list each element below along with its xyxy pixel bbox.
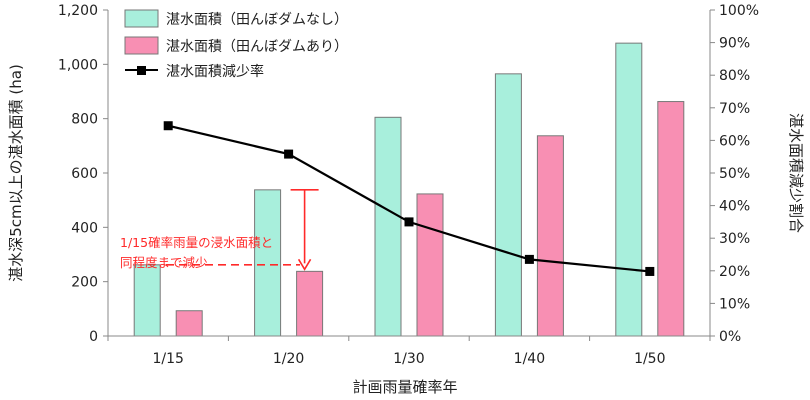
bar-no-dam (133, 264, 161, 337)
right-y-axis: 0% 10% 20% 30% 40% 50% 60% 70% 80% 90% 100% (709, 3, 759, 345)
y2-axis-title: 湛水面積減少割合 (787, 113, 805, 233)
right-tick-label: 50% (719, 166, 750, 182)
left-tick-label: 200 (71, 275, 98, 291)
right-tick-label: 0% (719, 329, 741, 345)
right-tick-label: 10% (719, 296, 750, 312)
y-axis-title: 湛水深5cm以上の湛水面積 (ha) (7, 64, 25, 282)
left-tick-label: 1,200 (58, 3, 98, 19)
x-tick-label: 1/30 (393, 351, 424, 367)
right-tick-label: 20% (719, 264, 750, 280)
x-tick-label: 1/40 (514, 351, 545, 367)
x-tick-label: 1/15 (152, 351, 183, 367)
right-tick-label: 80% (719, 68, 750, 84)
reduction-marker (404, 217, 414, 227)
reduction-marker (645, 266, 655, 276)
legend-label-with-dam: 湛水面積（田んぼダムあり） (166, 39, 348, 55)
x-tick-label: 1/50 (634, 351, 665, 367)
reduction-marker (284, 149, 294, 159)
bar-no-dam (254, 189, 282, 337)
plot-area (133, 42, 685, 337)
right-tick-label: 90% (719, 36, 750, 52)
left-tick-label: 400 (71, 220, 98, 236)
x-axis-title: 計画雨量確率年 (352, 378, 457, 396)
left-tick-label: 800 (71, 112, 98, 128)
bar-no-dam (615, 42, 643, 337)
bar-no-dam (374, 116, 402, 337)
legend-marker-reduction (137, 66, 146, 75)
left-tick-label: 1,000 (58, 57, 98, 73)
bar-with-dam (296, 270, 324, 337)
right-tick-label: 60% (719, 133, 750, 149)
annotation-text-line-2: 同程度まで減少 (120, 255, 208, 270)
right-tick-label: 100% (719, 3, 759, 19)
left-tick-label: 0 (89, 329, 98, 345)
x-tick-label: 1/20 (273, 351, 304, 367)
x-axis: 1/15 1/20 1/30 1/40 1/50 (107, 335, 711, 367)
right-tick-label: 70% (719, 101, 750, 117)
legend-swatch-with-dam (124, 36, 159, 55)
bar-with-dam (657, 101, 685, 337)
legend-swatch-no-dam (124, 9, 159, 28)
reduction-marker (524, 254, 534, 264)
bar-no-dam (494, 73, 522, 337)
annotation-arrow-head (297, 258, 312, 271)
bar-with-dam (536, 135, 564, 337)
legend: 湛水面積（田んぼダムなし） 湛水面積（田んぼダムあり） 湛水面積減少率 (124, 9, 348, 80)
left-y-axis: 0 200 400 600 800 1,000 1,200 (58, 3, 109, 345)
left-tick-label: 600 (71, 166, 98, 182)
bar-with-dam (175, 310, 203, 337)
right-tick-label: 40% (719, 199, 750, 215)
reduction-marker (163, 121, 173, 131)
legend-label-reduction: 湛水面積減少率 (166, 63, 264, 80)
right-tick-label: 30% (719, 231, 750, 247)
annotation-text-line-1: 1/15確率雨量の浸水面積と (120, 235, 273, 250)
annotation: 1/15確率雨量の浸水面積と 同程度まで減少 (120, 189, 319, 271)
bar-with-dam (416, 193, 444, 337)
legend-label-no-dam: 湛水面積（田んぼダムなし） (166, 12, 348, 28)
